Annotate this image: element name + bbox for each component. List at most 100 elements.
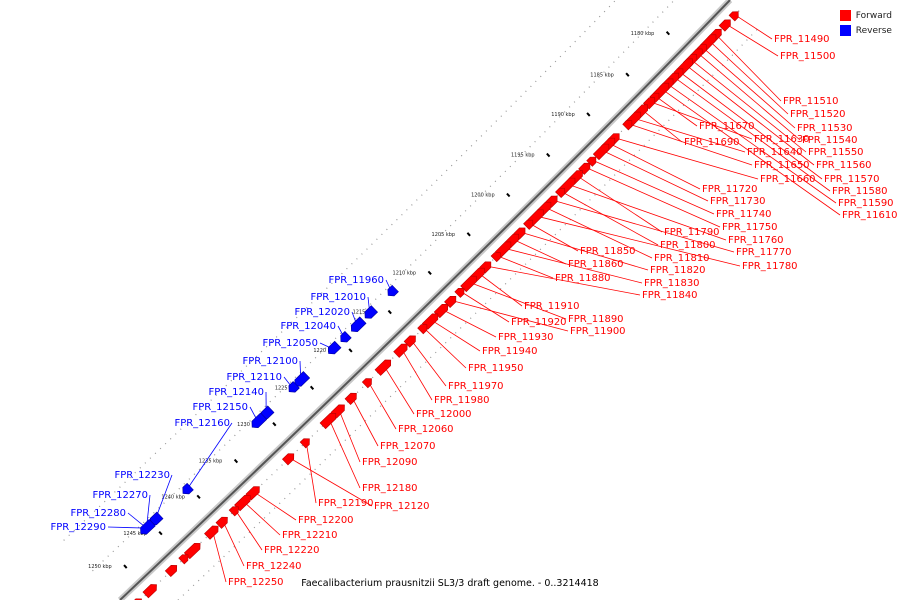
backbone-tick-label: 1180 kbp	[631, 31, 655, 37]
reverse-swatch	[839, 25, 851, 36]
gene-label: FPR_11760	[728, 235, 784, 246]
label-leader-line	[702, 47, 796, 129]
label-leader-line	[442, 309, 497, 338]
label-leader-line	[431, 319, 481, 352]
forward-gene	[281, 453, 295, 466]
backbone-tick-label: 1200 kbp	[471, 193, 495, 199]
forward-gene	[393, 343, 408, 358]
gene-label: FPR_11530	[797, 123, 853, 134]
gene-label: FPR_12010	[310, 292, 366, 303]
label-leader-line	[410, 339, 447, 387]
gene-label: FPR_11810	[654, 253, 710, 264]
gene-label: FPR_11730	[710, 196, 766, 207]
label-leader-line	[504, 247, 643, 284]
gene-label: FPR_12050	[262, 338, 318, 349]
label-leader-line	[234, 509, 263, 551]
forward-gene	[490, 252, 501, 263]
forward-gene	[417, 324, 428, 335]
forward-gene	[142, 584, 157, 599]
gene-label: FPR_11580	[832, 186, 888, 197]
label-leader-line	[367, 381, 397, 430]
dotted-guide-line	[92, 0, 676, 572]
label-leader-line	[628, 123, 753, 166]
gene-label: FPR_11500	[780, 51, 836, 62]
forward-gene	[164, 565, 178, 578]
forward-gene	[728, 11, 739, 22]
gene-label: FPR_11650	[754, 160, 810, 171]
label-leader-line	[451, 300, 569, 332]
label-leader-line	[536, 215, 741, 267]
gene-label: FPR_11610	[842, 210, 898, 221]
label-leader-line	[691, 59, 807, 153]
gene-label: FPR_11670	[699, 121, 755, 132]
gene-label: FPR_11490	[774, 34, 830, 45]
backbone-tick	[625, 72, 630, 77]
label-leader-line	[568, 184, 727, 241]
gene-label: FPR_11660	[760, 174, 816, 185]
gene-label: FPR_12210	[282, 530, 338, 541]
label-leader-line	[614, 137, 759, 180]
label-leader-line	[423, 327, 467, 369]
label-leader-line	[561, 191, 659, 246]
reverse-gene	[251, 412, 268, 429]
backbone-tick	[387, 309, 392, 315]
label-leader-line	[212, 531, 227, 583]
gene-label: FPR_12020	[294, 307, 350, 318]
gene-label: FPR_11970	[448, 381, 504, 392]
gene-label: FPR_11850	[580, 246, 636, 257]
gene-label: FPR_12280	[70, 508, 126, 519]
gene-label: FPR_12190	[318, 498, 374, 509]
reverse-gene	[140, 518, 156, 535]
gene-label: FPR_11520	[790, 109, 846, 120]
forward-gene	[454, 287, 465, 298]
gene-label: FPR_11950	[468, 363, 524, 374]
gene-label: FPR_12110	[226, 372, 282, 383]
label-leader-line	[338, 409, 361, 463]
forward-gene	[592, 143, 610, 161]
forward-gene	[586, 156, 597, 167]
backbone-tick-label: 1220 kbp	[313, 348, 337, 354]
backbone-tick	[665, 30, 671, 36]
gene-label: FPR_12060	[398, 424, 454, 435]
label-leader-line	[469, 282, 567, 320]
backbone-tick-label: 1225 kbp	[275, 385, 299, 391]
gene-label: FPR_11910	[524, 301, 580, 312]
reverse-gene	[327, 340, 342, 355]
backbone-tick	[123, 564, 128, 569]
gene-label: FPR_11930	[498, 332, 554, 343]
gene-label: FPR_11890	[568, 314, 624, 325]
backbone-tick	[466, 232, 471, 237]
legend-forward-label: Forward	[855, 10, 892, 21]
forward-gene	[215, 516, 228, 529]
label-leader-line	[328, 419, 361, 489]
reverse-gene	[182, 482, 194, 495]
backbone-tick	[586, 112, 591, 117]
label-leader-line	[383, 366, 415, 415]
reverse-gene	[364, 305, 379, 319]
label-leader-lines	[107, 14, 841, 583]
gene-label: FPR_12140	[208, 387, 264, 398]
backbone-tick-label: 1210 kbp	[393, 271, 417, 277]
gene-label: FPR_12150	[192, 402, 248, 413]
label-leader-line	[725, 23, 779, 57]
gene-label: FPR_12120	[374, 501, 430, 512]
gene-label: FPR_12200	[298, 515, 354, 526]
label-leader-line	[585, 167, 721, 228]
legend-reverse-label: Reverse	[855, 25, 892, 36]
label-leader-line	[222, 521, 245, 567]
legend-item-reverse: Reverse	[839, 23, 892, 38]
label-leader-line	[460, 291, 510, 323]
gene-label: FPR_11640	[747, 147, 803, 158]
gene-label: FPR_11550	[808, 147, 864, 158]
gene-label: FPR_12250	[228, 577, 284, 588]
label-leader-line	[552, 199, 735, 253]
gene-label: FPR_12180	[362, 483, 418, 494]
gene-label: FPR_12270	[92, 490, 148, 501]
gene-label: FPR_11560	[816, 160, 872, 171]
gene-label: FPR_11740	[716, 209, 772, 220]
gene-label: FPR_12090	[362, 457, 418, 468]
gene-label: FPR_12240	[246, 561, 302, 572]
label-leader-line	[609, 143, 701, 190]
gene-label: FPR_11960	[328, 275, 384, 286]
